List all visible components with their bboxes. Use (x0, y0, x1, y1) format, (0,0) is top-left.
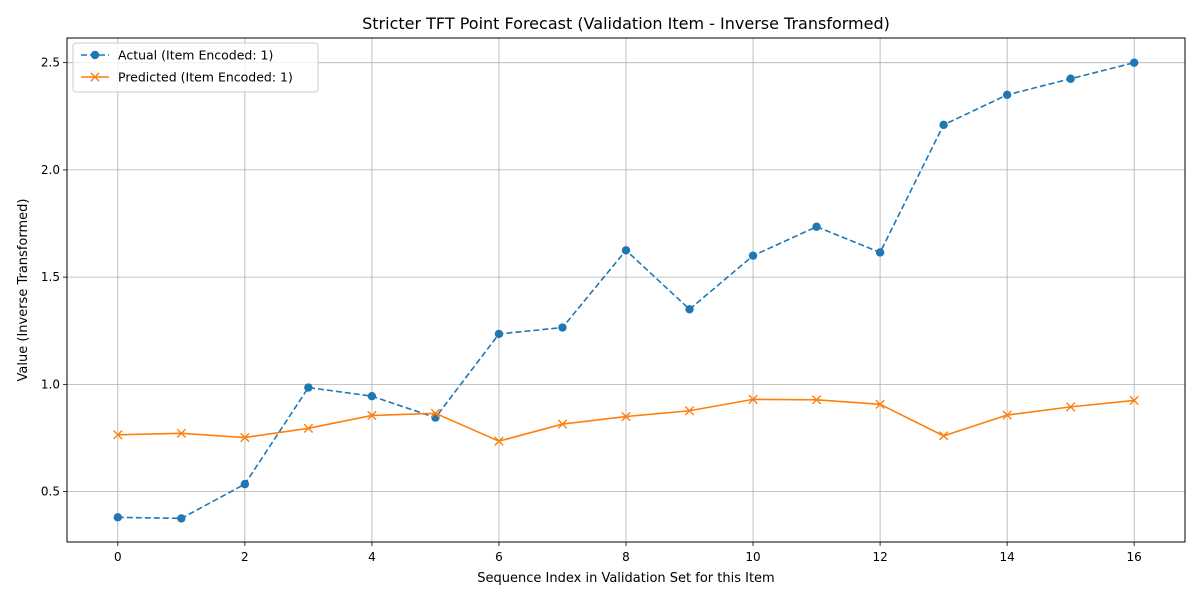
x-axis-ticks: 0 2 4 6 8 10 12 14 16 (114, 542, 1142, 564)
legend-marker (90, 50, 100, 60)
data-point (1002, 410, 1012, 420)
x-tick-label: 10 (745, 550, 760, 564)
series-actual (113, 58, 1139, 523)
x-tick-label: 0 (114, 550, 122, 564)
data-point (621, 411, 631, 422)
y-axis-label: Value (Inverse Transformed) (16, 199, 31, 382)
data-point (240, 432, 250, 443)
data-point (304, 383, 313, 392)
data-point (1129, 395, 1139, 406)
legend-label: Actual (Item Encoded: 1) (118, 48, 273, 63)
y-tick-label: 2.5 (41, 56, 60, 70)
data-point (939, 120, 948, 130)
series-predicted (113, 394, 1139, 446)
data-point (113, 430, 123, 440)
data-point (1065, 402, 1076, 412)
data-point (303, 423, 314, 434)
x-tick-label: 2 (241, 550, 249, 564)
data-point (621, 246, 631, 255)
data-point (430, 408, 441, 419)
chart-title: Stricter TFT Point Forecast (Validation … (362, 14, 890, 33)
data-point (1129, 58, 1139, 67)
data-point (1066, 74, 1075, 83)
x-axis-label: Sequence Index in Validation Set for thi… (477, 571, 774, 586)
x-tick-label: 4 (368, 550, 376, 564)
data-point (558, 323, 567, 332)
data-point (240, 479, 250, 489)
data-point (1002, 90, 1012, 100)
data-point (367, 391, 377, 401)
grid-lines (67, 38, 1185, 542)
y-tick-label: 2.0 (41, 163, 60, 177)
data-point (494, 329, 504, 339)
data-point (684, 406, 695, 416)
data-point (557, 419, 568, 429)
y-axis-ticks: 0.5 1.0 1.5 2.0 2.5 (41, 56, 67, 499)
data-point (875, 399, 885, 410)
data-point (811, 395, 822, 405)
legend-marker (90, 72, 100, 82)
legend-label: Predicted (Item Encoded: 1) (118, 70, 293, 85)
x-tick-label: 6 (495, 550, 503, 564)
x-tick-label: 8 (622, 550, 630, 564)
data-point (875, 248, 885, 257)
y-tick-label: 1.0 (41, 377, 60, 391)
data-point (113, 513, 123, 522)
data-point (748, 394, 758, 405)
x-tick-label: 14 (999, 550, 1014, 564)
series-layer (113, 58, 1139, 523)
data-point (176, 428, 187, 438)
data-point (177, 514, 186, 523)
data-point (494, 436, 504, 446)
legend-box (72, 42, 319, 93)
y-tick-label: 0.5 (41, 485, 60, 499)
y-tick-label: 1.5 (41, 270, 60, 284)
data-point (367, 410, 377, 421)
data-point (685, 305, 694, 314)
data-point (748, 251, 758, 260)
x-tick-label: 16 (1127, 550, 1142, 564)
legend: Actual (Item Encoded: 1) Predicted (Item … (72, 42, 319, 93)
data-point (812, 222, 821, 231)
data-point (938, 431, 949, 441)
x-tick-label: 12 (872, 550, 887, 564)
